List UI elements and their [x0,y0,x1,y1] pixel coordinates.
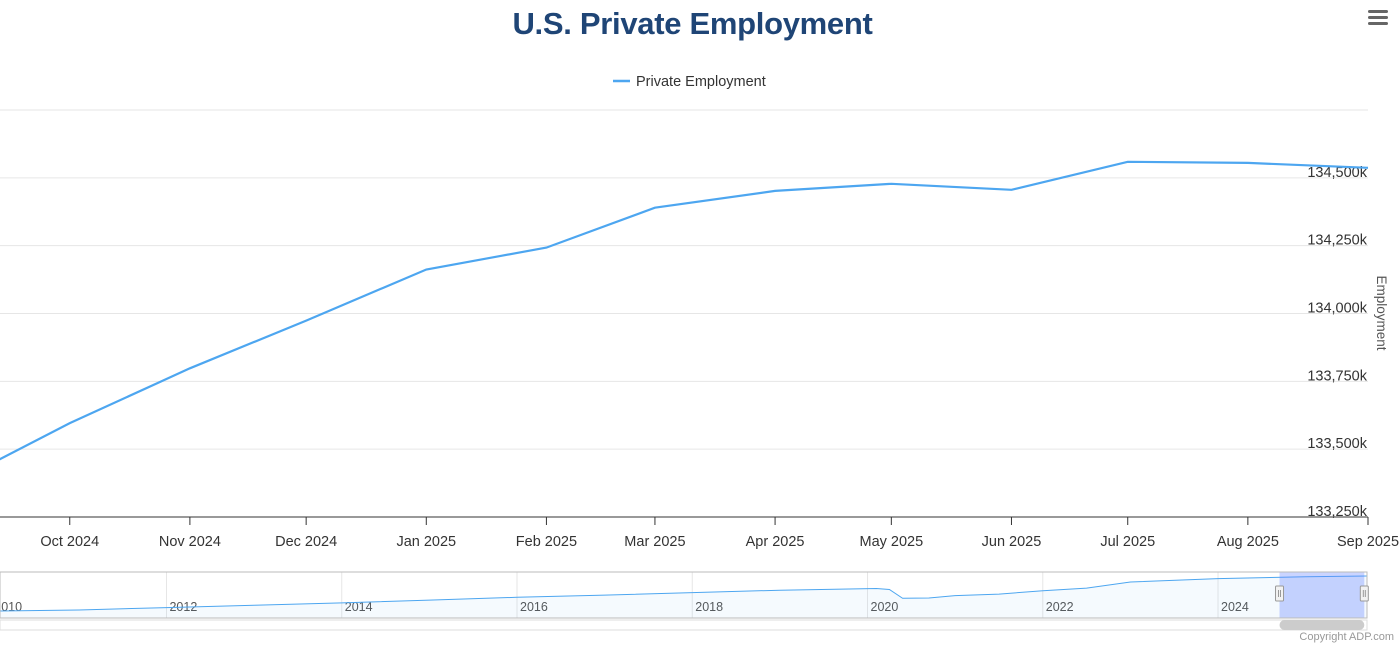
handle-grip-icon[interactable] [1359,585,1369,602]
scrollbar-track[interactable] [0,619,1368,631]
y-axis-title: Employment [1374,275,1389,350]
x-tick-label: Jun 2025 [982,534,1042,550]
x-tick-label: Sep 2025 [1337,534,1399,550]
scrollbar-thumb[interactable] [1279,620,1365,630]
hamburger-menu-icon[interactable] [1368,10,1388,28]
data-point[interactable] [1125,159,1131,165]
navigator-area [0,576,1367,618]
navigator-year-label: 2014 [345,600,373,614]
navigator-series-line [0,575,1368,612]
data-point[interactable] [423,267,429,273]
data-point[interactable] [1245,160,1251,166]
data-point[interactable] [1365,165,1371,171]
navigator-handle-right[interactable] [1359,585,1369,602]
y-tick-label: 134,500k [1307,165,1367,181]
y-tick-label: 134,250k [1307,233,1367,249]
x-tick-label: Feb 2025 [516,534,577,550]
data-point[interactable] [303,318,309,324]
x-tick-label: May 2025 [859,534,923,550]
navigator-selected-range[interactable] [1279,572,1365,618]
y-tick-label: 134,000k [1307,301,1367,317]
data-point[interactable] [772,188,778,194]
chart-title: U.S. Private Employment [512,6,873,41]
y-tick-label: 133,500k [1307,436,1367,452]
data-point[interactable] [187,365,193,371]
navigator-background [0,572,1367,618]
data-point[interactable] [543,245,549,251]
x-tick-label: Apr 2025 [746,534,805,550]
navigator-handle-left[interactable] [1275,585,1285,602]
series-line-private-employment[interactable] [0,160,1369,483]
data-point[interactable] [1008,187,1014,193]
x-tick-label: Oct 2024 [40,534,99,550]
navigator-year-label: 2024 [1221,600,1249,614]
copyright: Copyright ADP.com [1299,631,1394,643]
x-tick-label: Mar 2025 [624,534,685,550]
navigator[interactable]: 20102012201420162018202020222024 [0,571,1369,631]
y-tick-label: 133,250k [1307,504,1367,520]
x-tick-label: Aug 2025 [1217,534,1279,550]
data-point[interactable] [652,205,658,211]
x-tick-label: Jan 2025 [396,534,456,550]
data-point[interactable] [888,181,894,187]
navigator-year-label: 2018 [695,600,723,614]
x-tick-label: Jul 2025 [1100,534,1155,550]
legend[interactable]: Private Employment [613,74,766,90]
handle-grip-icon[interactable] [1275,585,1285,602]
x-tick-label: Nov 2024 [159,534,221,550]
legend-item-private-employment[interactable]: Private Employment [636,74,766,90]
navigator-year-label: 2016 [520,600,548,614]
data-point[interactable] [67,420,73,426]
x-tick-label: Dec 2024 [275,534,337,550]
navigator-year-label: 2022 [1046,600,1074,614]
navigator-year-label: 2020 [871,600,899,614]
y-tick-label: 133,750k [1307,368,1367,384]
